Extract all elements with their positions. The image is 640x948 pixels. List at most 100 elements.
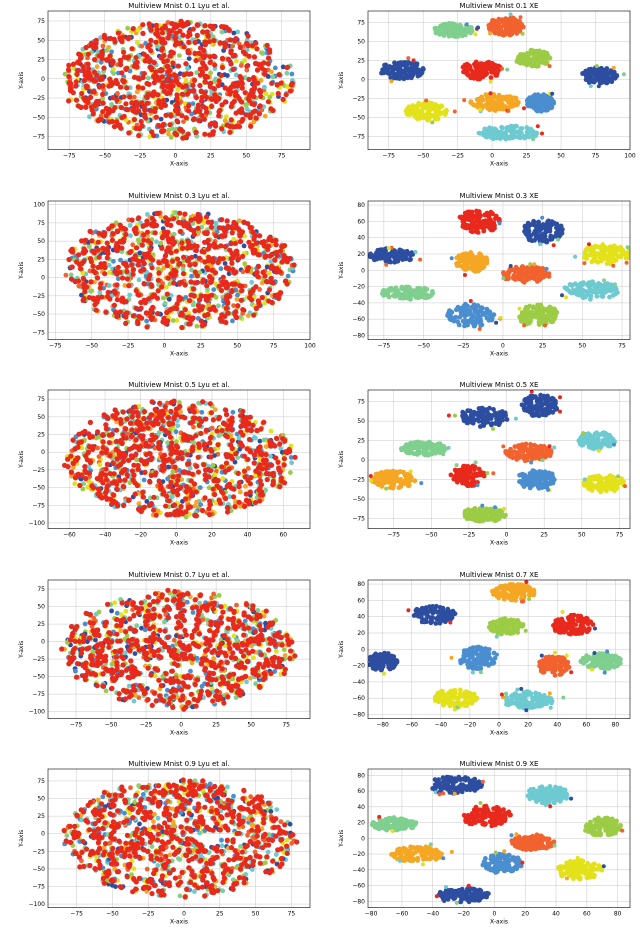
data-point — [111, 302, 118, 308]
data-point — [383, 62, 389, 68]
data-point — [512, 18, 518, 24]
data-point — [201, 116, 207, 122]
data-point — [223, 114, 229, 120]
data-point — [200, 29, 206, 35]
data-point — [442, 112, 448, 117]
data-point — [164, 76, 170, 82]
data-point — [98, 35, 104, 41]
data-point — [99, 76, 105, 82]
data-point — [125, 25, 131, 31]
data-point — [183, 294, 189, 300]
data-point — [460, 223, 466, 229]
data-point — [114, 227, 120, 234]
data-point — [166, 72, 173, 79]
x-tick-label: −50 — [85, 342, 98, 349]
data-point — [159, 283, 165, 290]
data-point — [159, 245, 165, 251]
data-point — [164, 90, 170, 97]
data-point — [231, 269, 238, 275]
data-point — [548, 100, 553, 106]
data-point — [279, 258, 285, 265]
data-point — [384, 68, 389, 73]
data-point — [246, 53, 252, 59]
data-point — [553, 224, 559, 230]
data-point — [97, 285, 103, 291]
data-point — [123, 231, 129, 237]
data-point — [190, 101, 196, 107]
data-point — [100, 91, 106, 97]
data-point — [187, 262, 193, 268]
data-point — [73, 97, 80, 103]
data-point — [209, 263, 214, 268]
data-point — [212, 307, 218, 313]
data-point — [266, 286, 272, 293]
data-point — [179, 309, 185, 316]
y-tick-label: −25 — [352, 96, 365, 103]
data-point — [226, 27, 232, 33]
data-point — [228, 84, 234, 91]
data-point — [165, 229, 171, 235]
data-point — [144, 323, 150, 330]
data-point — [113, 243, 119, 249]
data-point — [462, 261, 467, 267]
data-point — [186, 56, 192, 61]
data-point — [172, 107, 179, 114]
data-point — [258, 93, 264, 99]
y-tick-label: 40 — [357, 234, 365, 241]
data-point — [77, 55, 84, 61]
data-point — [212, 94, 219, 100]
data-point — [522, 134, 528, 140]
data-point — [148, 240, 154, 246]
data-point — [262, 272, 268, 279]
data-point — [511, 272, 517, 278]
data-point — [386, 294, 392, 299]
data-point — [141, 70, 147, 77]
data-point — [174, 317, 180, 323]
y-axis-label: Y-axis — [338, 72, 345, 90]
data-point — [395, 70, 401, 76]
data-point — [247, 294, 253, 300]
data-point — [159, 234, 165, 240]
data-point — [194, 272, 200, 278]
data-point — [390, 70, 396, 76]
data-point — [585, 76, 590, 82]
data-point — [166, 27, 172, 34]
data-point — [139, 241, 145, 248]
data-point — [176, 261, 182, 267]
data-point — [145, 233, 150, 239]
data-point — [464, 256, 470, 262]
data-point — [87, 228, 93, 234]
data-point — [464, 22, 469, 27]
data-point — [228, 61, 234, 67]
data-point — [206, 302, 212, 307]
data-point — [158, 54, 164, 60]
y-tick-label: 25 — [37, 57, 45, 64]
data-point — [522, 228, 527, 234]
data-point — [196, 117, 202, 124]
data-point — [265, 99, 271, 105]
data-point — [544, 60, 550, 66]
data-point — [218, 265, 224, 271]
data-point — [517, 60, 523, 66]
data-point — [248, 123, 254, 129]
data-point — [514, 102, 520, 108]
data-point — [190, 314, 196, 321]
data-point — [508, 19, 514, 25]
data-point — [192, 307, 198, 313]
data-point — [88, 278, 94, 285]
data-point — [222, 243, 228, 249]
data-point — [477, 75, 483, 81]
data-point — [96, 53, 102, 59]
data-point — [180, 266, 186, 272]
data-point — [182, 306, 188, 312]
data-point — [239, 228, 245, 234]
data-point — [160, 318, 166, 324]
data-point — [173, 268, 179, 274]
data-point — [76, 251, 82, 257]
data-point — [114, 296, 121, 302]
x-tick-label: 25 — [207, 153, 215, 160]
data-point — [76, 283, 82, 289]
data-point — [462, 98, 467, 103]
data-point — [471, 267, 476, 273]
data-point — [136, 214, 142, 221]
